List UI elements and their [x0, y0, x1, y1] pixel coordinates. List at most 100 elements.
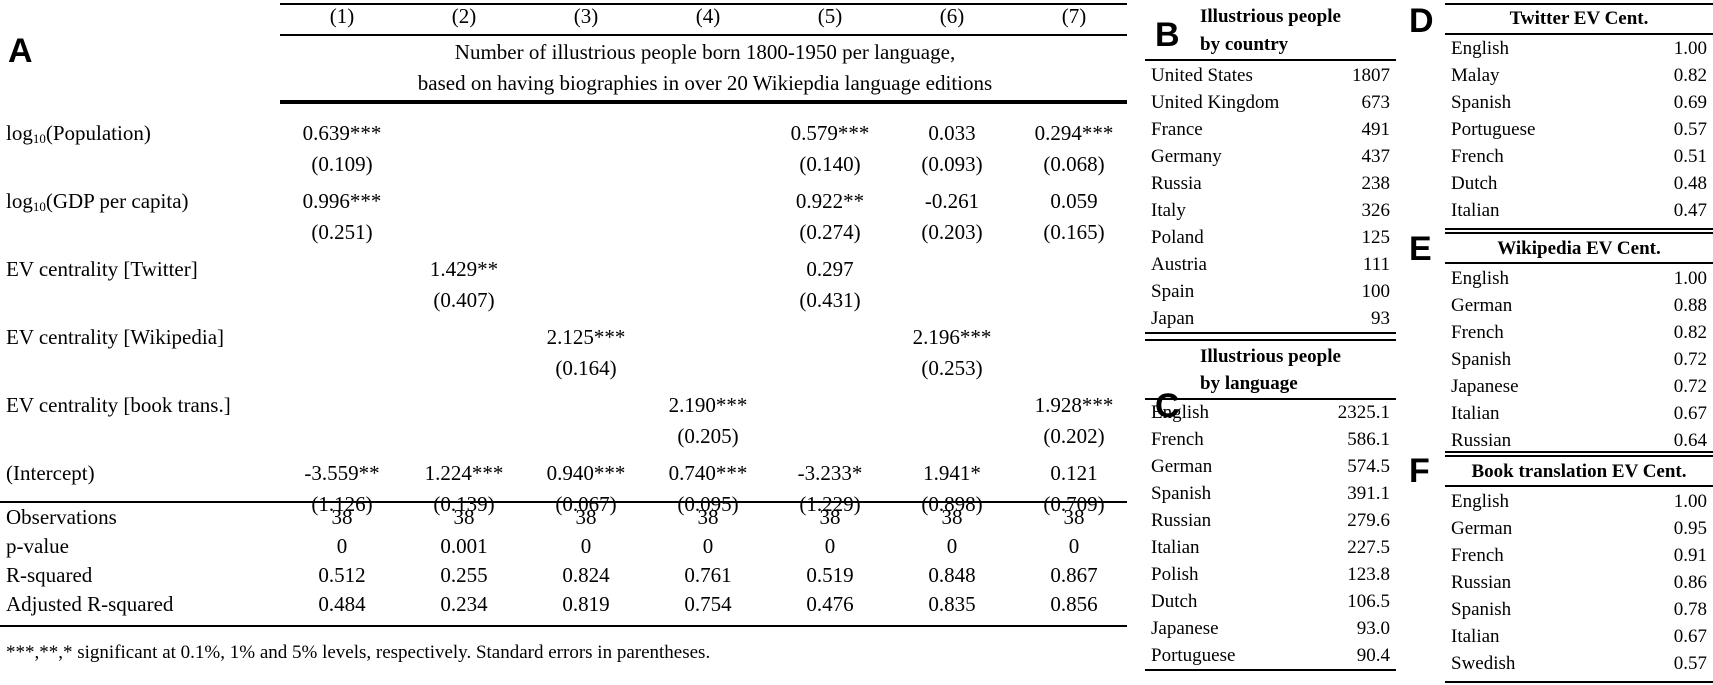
std-error-cell: (0.067) — [555, 492, 617, 516]
table-row: Malay 0.82 — [1445, 62, 1713, 89]
row-value: 0.51 — [1673, 146, 1707, 167]
panel-label-c: C — [1155, 387, 1180, 425]
row-label: Germany — [1151, 146, 1222, 167]
std-error-cell: (0.202) — [1043, 424, 1105, 448]
row-label: Japan — [1151, 308, 1195, 329]
row-value: 111 — [1362, 254, 1390, 275]
table-row: Japanese 0.72 — [1445, 373, 1713, 400]
row-label: Russia — [1151, 173, 1202, 194]
row-value: 0.72 — [1673, 349, 1707, 370]
row-value: 279.6 — [1347, 510, 1390, 531]
coefficient-cell: 0.297 — [806, 257, 854, 281]
table-b-header-rule — [1145, 59, 1396, 61]
table-row: French 586.1 — [1145, 426, 1396, 453]
std-error-cell: (0.251) — [311, 220, 373, 244]
table-row: Portuguese 90.4 — [1145, 642, 1396, 669]
row-label: Austria — [1151, 254, 1207, 275]
row-label: Swedish — [1451, 653, 1516, 674]
table-row: Spanish 0.78 — [1445, 596, 1713, 623]
coefficient-cell: 0.294*** — [1034, 121, 1114, 145]
stat-cell: 0.234 — [440, 592, 488, 616]
stat-label: Adjusted R-squared — [6, 592, 174, 616]
row-value: 238 — [1361, 173, 1391, 194]
table-row: Spain 100 — [1145, 278, 1396, 305]
coefficient-cell: 0.996*** — [302, 189, 382, 213]
row-label: Russian — [1451, 572, 1512, 593]
row-label: Japanese — [1451, 376, 1519, 397]
table-row: Italian 0.67 — [1445, 623, 1713, 650]
row-value: 227.5 — [1347, 537, 1390, 558]
stat-cell: 38 — [331, 505, 353, 529]
table-row: Polish 123.8 — [1145, 561, 1396, 588]
panel-label-b: B — [1155, 16, 1180, 54]
coefficient-cell: 0.033 — [928, 121, 976, 145]
stat-cell: 38 — [453, 505, 475, 529]
row-value: 1807 — [1352, 65, 1390, 86]
log-prefix: log — [6, 189, 33, 213]
table-row: German 0.88 — [1445, 292, 1713, 319]
row-value: 586.1 — [1347, 429, 1390, 450]
table-row: Spanish 0.72 — [1445, 346, 1713, 373]
stat-cell: 0.867 — [1050, 563, 1098, 587]
std-error-cell: (0.068) — [1043, 152, 1105, 176]
table-row: Spanish 0.69 — [1445, 89, 1713, 116]
table-row: Spanish 391.1 — [1145, 480, 1396, 507]
stat-cell: 38 — [697, 505, 719, 529]
table-e-header-rule — [1445, 262, 1713, 264]
table-f-top-rule-2 — [1445, 455, 1713, 457]
stat-cell: 0.835 — [928, 592, 976, 616]
row-label: log10(GDP per capita) — [6, 189, 189, 219]
row-label: English — [1451, 491, 1510, 512]
bottom-rule — [0, 625, 1127, 627]
table-row: Dutch 106.5 — [1145, 588, 1396, 615]
row-value: 0.88 — [1673, 295, 1707, 316]
std-error-cell: (0.109) — [311, 152, 373, 176]
table-f-rows: English 1.00 German 0.95 French 0.91 Russian 0.… — [1445, 488, 1713, 677]
row-label: English — [1451, 268, 1510, 289]
std-error-cell: (0.407) — [433, 288, 495, 312]
stat-cell: 0.255 — [440, 563, 488, 587]
panel-label-a: A — [8, 32, 33, 70]
table-f-header-rule — [1445, 485, 1713, 487]
table-row: Dutch 0.48 — [1445, 170, 1713, 197]
panel-label-f: F — [1409, 452, 1430, 490]
row-value: 0.78 — [1673, 599, 1707, 620]
column-number: (4) — [695, 4, 721, 28]
row-value: 0.57 — [1673, 653, 1707, 674]
coefficient-cell: 0.059 — [1050, 189, 1098, 213]
table-row: Germany 437 — [1145, 143, 1396, 170]
coefficient-cell: -0.261 — [924, 189, 980, 213]
stat-label: p-value — [6, 534, 69, 558]
row-label-text: (Population) — [45, 121, 151, 145]
table-row: United States 1807 — [1145, 62, 1396, 89]
row-value: 0.86 — [1673, 572, 1707, 593]
table-e-top-rule — [1445, 228, 1713, 230]
table-d-header-rule — [1445, 33, 1713, 35]
table-c-rows: English 2325.1 French 586.1 German 574.5 Spani… — [1145, 399, 1396, 669]
column-number: (1) — [329, 4, 355, 28]
table-row: German 0.95 — [1445, 515, 1713, 542]
stat-cell: 0 — [336, 534, 348, 558]
top-rule — [280, 3, 1127, 5]
std-error-cell: (1.229) — [799, 492, 861, 516]
coefficient-cell: 1.928*** — [1034, 393, 1114, 417]
row-value: 0.72 — [1673, 376, 1707, 397]
row-value: 0.82 — [1673, 65, 1707, 86]
coefficient-cell: -3.233* — [797, 461, 863, 485]
row-label: Portuguese — [1151, 645, 1236, 666]
row-label: Polish — [1151, 564, 1199, 585]
table-f-top-rule — [1445, 451, 1713, 453]
std-error-cell: (0.093) — [921, 152, 983, 176]
table-row: French 0.51 — [1445, 143, 1713, 170]
row-label-text: (GDP per capita) — [45, 189, 189, 213]
table-c-header-rule — [1145, 398, 1396, 400]
std-error-cell: (0.165) — [1043, 220, 1105, 244]
coefficient-cell: 1.941* — [923, 461, 981, 485]
row-value: 0.64 — [1673, 430, 1707, 451]
table-row: Japan 93 — [1145, 305, 1396, 332]
stat-cell: 0.856 — [1050, 592, 1098, 616]
row-value: 1.00 — [1673, 268, 1707, 289]
table-row: English 2325.1 — [1145, 399, 1396, 426]
table-d-title: Twitter EV Cent. — [1509, 8, 1649, 29]
column-number: (3) — [573, 4, 599, 28]
